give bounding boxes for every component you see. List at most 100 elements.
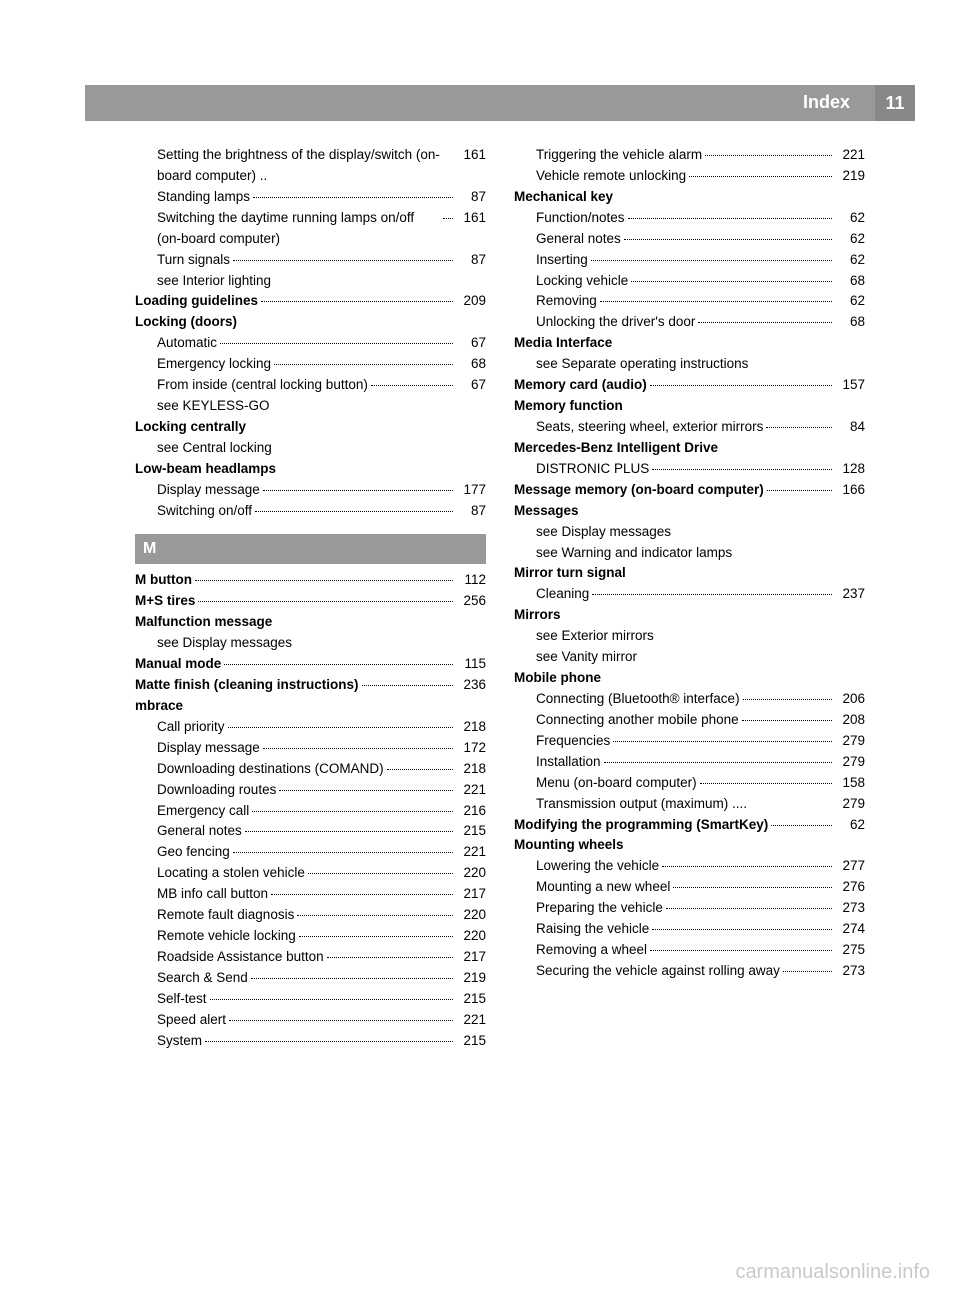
entry-page: 172: [456, 738, 486, 759]
dot-leader: [591, 260, 832, 261]
entry-page: 87: [456, 187, 486, 208]
dot-leader: [274, 364, 453, 365]
index-entry: Mirror turn signal: [514, 563, 865, 584]
entry-text: Remote vehicle locking: [157, 926, 296, 947]
entry-page: 62: [835, 229, 865, 250]
dot-leader: [362, 685, 453, 686]
index-entry: see Warning and indicator lamps: [514, 543, 865, 564]
dot-leader: [308, 873, 453, 874]
entry-page: 67: [456, 333, 486, 354]
index-entry: Setting the brightness of the display/sw…: [135, 145, 486, 187]
index-entry: Connecting another mobile phone208: [514, 710, 865, 731]
dot-leader: [279, 790, 453, 791]
entry-page: 217: [456, 947, 486, 968]
dot-leader: [220, 343, 453, 344]
entry-page: 62: [835, 250, 865, 271]
entry-text: Self-test: [157, 989, 207, 1010]
index-entry: Removing a wheel275: [514, 940, 865, 961]
entry-text: Mounting a new wheel: [536, 877, 670, 898]
index-entry: Automatic 67: [135, 333, 486, 354]
dot-leader: [650, 385, 832, 386]
entry-text: Mercedes-Benz Intelligent Drive: [514, 438, 718, 459]
entry-text: Installation: [536, 752, 601, 773]
entry-text: see KEYLESS-GO: [157, 396, 270, 417]
entry-text: Locking (doors): [135, 312, 237, 333]
dot-leader: [205, 1041, 453, 1042]
index-entry: Mirrors: [514, 605, 865, 626]
entry-text: Transmission output (maximum) ....: [536, 794, 747, 815]
index-entry: Inserting62: [514, 250, 865, 271]
dot-leader: [767, 490, 832, 491]
entry-page: 273: [835, 961, 865, 982]
dot-leader: [255, 511, 453, 512]
entry-text: Memory card (audio): [514, 375, 647, 396]
entry-page: 256: [456, 591, 486, 612]
index-entry: Unlocking the driver's door68: [514, 312, 865, 333]
entry-text: see Display messages: [536, 522, 671, 543]
entry-text: Vehicle remote unlocking: [536, 166, 686, 187]
index-entry: see Display messages: [135, 633, 486, 654]
entry-page: 206: [835, 689, 865, 710]
entry-page: 215: [456, 989, 486, 1010]
index-entry: Mobile phone: [514, 668, 865, 689]
entry-page: 275: [835, 940, 865, 961]
entry-text: Mirrors: [514, 605, 561, 626]
entry-text: Turn signals: [157, 250, 230, 271]
entry-page: 236: [456, 675, 486, 696]
entry-page: 220: [456, 905, 486, 926]
entry-text: mbrace: [135, 696, 183, 717]
entry-page: 208: [835, 710, 865, 731]
index-entry: General notes62: [514, 229, 865, 250]
entry-text: Low-beam headlamps: [135, 459, 276, 480]
index-entry: Memory function: [514, 396, 865, 417]
index-entry: Remote fault diagnosis220: [135, 905, 486, 926]
dot-leader: [327, 957, 453, 958]
entry-page: 68: [835, 271, 865, 292]
entry-text: Preparing the vehicle: [536, 898, 663, 919]
entry-text: M button: [135, 570, 192, 591]
entry-text: Function/notes: [536, 208, 625, 229]
entry-text: From inside (central locking button): [157, 375, 368, 396]
index-entry: Seats, steering wheel, exterior mirrors8…: [514, 417, 865, 438]
index-entry: Vehicle remote unlocking219: [514, 166, 865, 187]
index-entry: Manual mode115: [135, 654, 486, 675]
left-column: Setting the brightness of the display/sw…: [135, 145, 486, 1052]
entry-text: Standing lamps: [157, 187, 250, 208]
index-entry: Mechanical key: [514, 187, 865, 208]
entry-page: 84: [835, 417, 865, 438]
entry-text: Locating a stolen vehicle: [157, 863, 305, 884]
index-entry: Turn signals87: [135, 250, 486, 271]
entry-text: Automatic: [157, 333, 217, 354]
index-entry: Memory card (audio)157: [514, 375, 865, 396]
entry-text: Manual mode: [135, 654, 221, 675]
index-entry: Low-beam headlamps: [135, 459, 486, 480]
index-entry: Standing lamps 87: [135, 187, 486, 208]
entry-page: 68: [456, 354, 486, 375]
entry-text: Matte finish (cleaning instructions): [135, 675, 359, 696]
entry-page: 279: [835, 752, 865, 773]
index-entry: Preparing the vehicle273: [514, 898, 865, 919]
entry-text: see Warning and indicator lamps: [536, 543, 732, 564]
entry-text: see Separate operating instructions: [536, 354, 748, 375]
index-entry: M+S tires256: [135, 591, 486, 612]
entry-page: 277: [835, 856, 865, 877]
entry-text: Loading guidelines: [135, 291, 258, 312]
index-entry: mbrace: [135, 696, 486, 717]
entry-page: 67: [456, 375, 486, 396]
index-entry: Switching the daytime running lamps on/o…: [135, 208, 486, 250]
entry-text: Roadside Assistance button: [157, 947, 324, 968]
entry-text: Display message: [157, 738, 260, 759]
entry-text: System: [157, 1031, 202, 1052]
dot-leader: [766, 427, 832, 428]
index-entry: see KEYLESS-GO: [135, 396, 486, 417]
entry-page: 220: [456, 926, 486, 947]
index-entry: see Central locking: [135, 438, 486, 459]
right-column: Triggering the vehicle alarm221Vehicle r…: [514, 145, 865, 1052]
dot-leader: [261, 301, 453, 302]
index-entry: see Vanity mirror: [514, 647, 865, 668]
entry-page: 166: [835, 480, 865, 501]
dot-leader: [631, 281, 832, 282]
dot-leader: [271, 894, 453, 895]
dot-leader: [628, 218, 832, 219]
dot-leader: [263, 490, 453, 491]
